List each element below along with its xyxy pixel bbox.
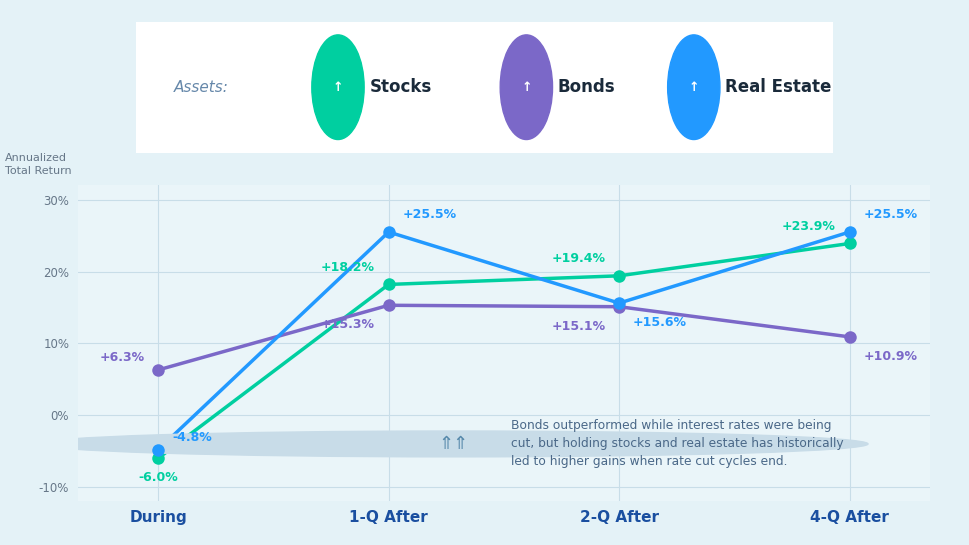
Text: Stocks: Stocks: [369, 78, 431, 96]
Text: +25.5%: +25.5%: [402, 208, 456, 221]
Text: ↑: ↑: [689, 81, 699, 94]
Text: +6.3%: +6.3%: [99, 351, 144, 364]
FancyBboxPatch shape: [129, 15, 840, 159]
Ellipse shape: [312, 35, 364, 140]
Text: +18.2%: +18.2%: [321, 261, 375, 274]
Text: Bonds: Bonds: [558, 78, 615, 96]
Ellipse shape: [500, 35, 552, 140]
Text: Bonds outperformed while interest rates were being
cut, but holding stocks and r: Bonds outperformed while interest rates …: [511, 420, 843, 468]
Text: ⇑⇑: ⇑⇑: [438, 435, 468, 453]
Text: +10.9%: +10.9%: [863, 350, 918, 363]
Text: Assets:: Assets:: [174, 80, 229, 95]
Text: +23.9%: +23.9%: [782, 220, 835, 233]
Text: +15.3%: +15.3%: [321, 318, 375, 331]
Text: +25.5%: +25.5%: [863, 208, 918, 221]
Text: +19.4%: +19.4%: [551, 252, 606, 265]
Text: ↑: ↑: [332, 81, 343, 94]
Circle shape: [39, 431, 868, 457]
Text: ↑: ↑: [521, 81, 532, 94]
Text: +15.6%: +15.6%: [633, 316, 687, 329]
Ellipse shape: [668, 35, 720, 140]
Text: -6.0%: -6.0%: [139, 471, 178, 484]
Text: Real Estate: Real Estate: [725, 78, 831, 96]
Text: -4.8%: -4.8%: [172, 431, 212, 444]
Text: Annualized
Total Return: Annualized Total Return: [5, 153, 72, 176]
Text: +15.1%: +15.1%: [551, 319, 606, 332]
